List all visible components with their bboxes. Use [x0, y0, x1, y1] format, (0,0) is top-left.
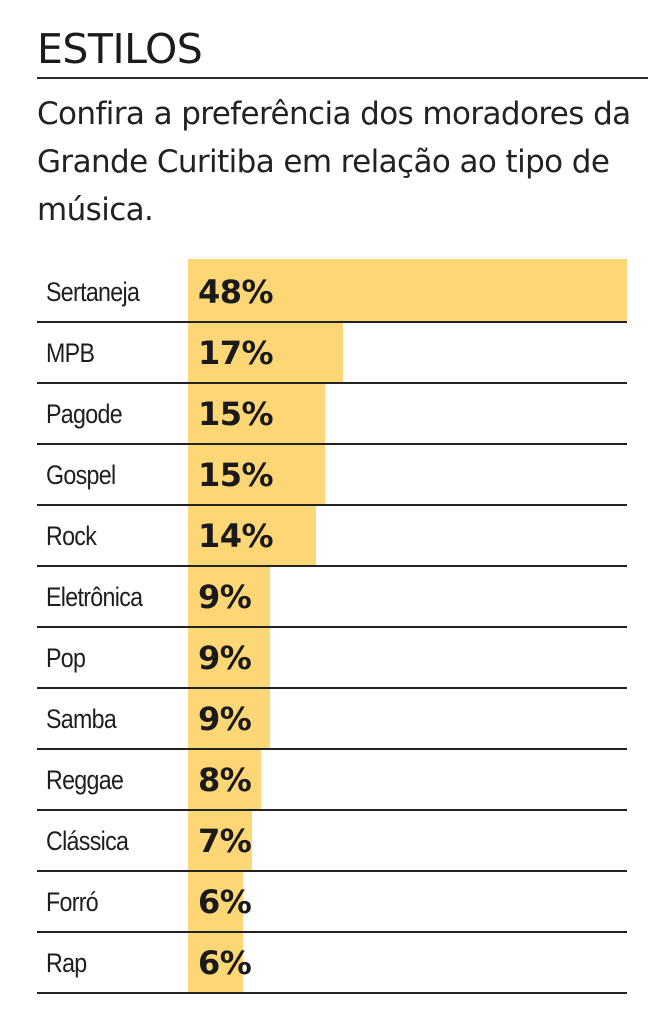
value-label: 17% [198, 334, 274, 372]
value-label: 6% [198, 944, 252, 982]
chart-row-rap: Rap 6% [37, 933, 627, 994]
row-divider [37, 321, 627, 323]
bar [188, 506, 316, 567]
value-label: 9% [198, 578, 252, 616]
row-divider [37, 870, 627, 872]
row-divider [37, 809, 627, 811]
category-label: MPB [46, 338, 95, 368]
category-label: Clássica [46, 826, 129, 856]
row-divider [37, 992, 627, 994]
chart-row-reggae: Reggae 8% [37, 750, 627, 811]
category-label: Eletrônica [46, 582, 143, 612]
category-label: Rap [46, 948, 87, 978]
bar [188, 811, 252, 872]
bar [188, 689, 270, 750]
bar-chart: Sertaneja 48% MPB 17% Pagode 15% Gospel … [37, 259, 627, 994]
bar [188, 567, 270, 628]
row-divider [37, 687, 627, 689]
chart-row-pop: Pop 9% [37, 628, 627, 689]
chart-row-samba: Samba 9% [37, 689, 627, 750]
value-label: 9% [198, 639, 252, 677]
chart-row-rock: Rock 14% [37, 506, 627, 567]
bar [188, 384, 325, 445]
bar [188, 872, 243, 933]
bar [188, 445, 325, 506]
row-divider [37, 748, 627, 750]
category-label: Pop [46, 643, 86, 673]
bar [188, 933, 243, 994]
chart-row-mpb: MPB 17% [37, 323, 627, 384]
value-label: 6% [198, 883, 252, 921]
chart-row-forro: Forró 6% [37, 872, 627, 933]
chart-row-pagode: Pagode 15% [37, 384, 627, 445]
value-label: 8% [198, 761, 252, 799]
chart-subtitle: Confira a preferência dos moradores da G… [37, 96, 631, 228]
category-label: Rock [46, 521, 97, 551]
bar [188, 323, 343, 384]
category-label: Pagode [46, 399, 123, 429]
value-label: 9% [198, 700, 252, 738]
row-divider [37, 931, 627, 933]
value-label: 14% [198, 517, 274, 555]
row-divider [37, 443, 627, 445]
category-label: Samba [46, 704, 117, 734]
category-label: Reggae [46, 765, 124, 795]
chart-row-sertaneja: Sertaneja 48% [37, 259, 627, 323]
chart-row-gospel: Gospel 15% [37, 445, 627, 506]
value-label: 48% [198, 273, 274, 311]
row-divider [37, 626, 627, 628]
row-divider [37, 382, 627, 384]
row-divider [37, 565, 627, 567]
bar [188, 750, 261, 811]
title-divider [37, 77, 648, 79]
chart-row-eletronica: Eletrônica 9% [37, 567, 627, 628]
value-label: 7% [198, 822, 252, 860]
category-label: Gospel [46, 460, 116, 490]
chart-row-classica: Clássica 7% [37, 811, 627, 872]
value-label: 15% [198, 395, 274, 433]
bar [188, 628, 270, 689]
row-divider [37, 504, 627, 506]
chart-title: ESTILOS [37, 25, 203, 73]
category-label: Sertaneja [46, 277, 140, 307]
category-label: Forró [46, 887, 99, 917]
bar [188, 259, 627, 323]
value-label: 15% [198, 456, 274, 494]
